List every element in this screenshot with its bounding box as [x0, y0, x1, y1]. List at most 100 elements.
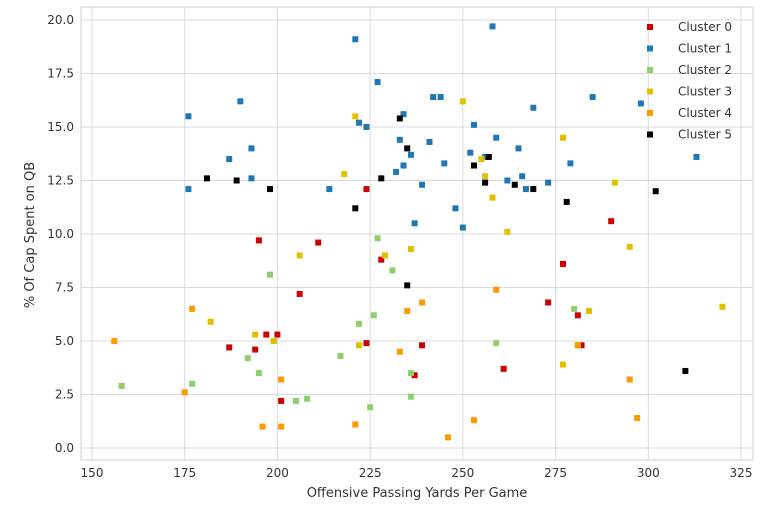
- data-point: [404, 308, 411, 315]
- y-tick-label: 7.5: [55, 281, 74, 295]
- data-point: [185, 186, 192, 193]
- data-point: [634, 415, 641, 422]
- data-point: [407, 245, 414, 252]
- data-point: [255, 370, 262, 377]
- data-point: [467, 149, 474, 156]
- data-point: [578, 342, 585, 349]
- data-point: [559, 134, 566, 141]
- data-point: [611, 179, 618, 186]
- data-point: [682, 367, 689, 374]
- data-point: [337, 352, 344, 359]
- data-point: [352, 421, 359, 428]
- data-point: [363, 186, 370, 193]
- data-point: [278, 397, 285, 404]
- data-point: [400, 111, 407, 118]
- data-point: [459, 98, 466, 105]
- legend-marker: [647, 110, 653, 116]
- data-point: [626, 243, 633, 250]
- data-point: [226, 344, 233, 351]
- legend-marker: [647, 67, 653, 73]
- x-tick-labels: 150 175 200 225 250 275 300 325: [81, 466, 753, 480]
- data-point: [419, 181, 426, 188]
- data-point: [356, 119, 363, 126]
- data-point: [207, 318, 214, 325]
- data-point: [111, 338, 118, 344]
- legend-label: Cluster 1: [678, 42, 732, 56]
- legend-label: Cluster 4: [678, 106, 732, 120]
- data-point: [181, 389, 188, 396]
- y-tick-label: 17.5: [47, 67, 74, 81]
- x-tick-label: 225: [359, 466, 382, 480]
- data-point: [567, 160, 574, 167]
- data-point: [296, 290, 303, 297]
- data-point: [489, 23, 496, 30]
- data-point: [356, 320, 363, 327]
- data-point: [404, 282, 411, 289]
- data-point: [378, 175, 385, 182]
- data-point: [470, 162, 477, 169]
- data-point: [356, 342, 363, 349]
- data-point: [185, 113, 192, 120]
- data-point: [478, 156, 485, 163]
- data-point: [352, 36, 359, 43]
- x-tick-label: 300: [637, 466, 660, 480]
- data-point: [493, 134, 500, 141]
- data-point: [296, 252, 303, 259]
- data-point: [571, 305, 578, 312]
- data-point: [341, 171, 348, 178]
- data-point: [493, 286, 500, 293]
- x-tick-label: 250: [451, 466, 474, 480]
- data-point: [407, 151, 414, 158]
- data-point: [559, 361, 566, 368]
- y-tick-label: 2.5: [55, 388, 74, 402]
- data-point: [530, 104, 537, 111]
- data-point: [363, 124, 370, 130]
- y-tick-label: 12.5: [47, 174, 74, 188]
- data-point: [370, 312, 377, 319]
- data-point: [326, 186, 333, 193]
- y-tick-label: 0.0: [55, 441, 74, 455]
- data-point: [292, 397, 299, 404]
- grid-lines: [81, 7, 753, 460]
- data-point: [259, 423, 266, 430]
- data-point: [637, 100, 644, 107]
- data-point: [189, 380, 196, 387]
- data-point: [719, 303, 726, 310]
- data-point: [404, 145, 411, 152]
- y-tick-labels: 0.0 2.5 5.0 7.5 10.0 12.5 15.0 17.5 20.0: [47, 13, 74, 455]
- data-point: [589, 94, 596, 101]
- data-point: [559, 260, 566, 267]
- legend-marker: [647, 24, 653, 30]
- y-tick-label: 10.0: [47, 227, 74, 241]
- data-point: [470, 417, 477, 424]
- data-point: [203, 175, 210, 182]
- data-point: [233, 177, 240, 184]
- data-points: [111, 23, 726, 441]
- data-point: [393, 168, 400, 175]
- data-point: [608, 218, 615, 225]
- legend-marker: [647, 88, 653, 95]
- legend-label: Cluster 2: [678, 63, 732, 77]
- data-point: [252, 346, 259, 353]
- data-point: [419, 299, 426, 306]
- data-point: [482, 153, 489, 160]
- data-point: [522, 186, 529, 193]
- data-point: [118, 382, 125, 389]
- data-point: [381, 252, 388, 259]
- legend-label: Cluster 5: [678, 128, 732, 142]
- legend-marker: [647, 131, 653, 138]
- data-point: [545, 179, 552, 186]
- legend-marker: [647, 45, 653, 52]
- data-point: [352, 113, 359, 120]
- data-point: [367, 404, 374, 411]
- legend-label: Cluster 0: [678, 20, 732, 34]
- data-point: [482, 173, 489, 180]
- data-point: [515, 145, 522, 152]
- data-point: [504, 228, 511, 235]
- data-point: [519, 173, 526, 180]
- data-point: [278, 423, 285, 430]
- data-point: [459, 224, 466, 231]
- data-point: [407, 393, 414, 400]
- y-tick-label: 20.0: [47, 13, 74, 27]
